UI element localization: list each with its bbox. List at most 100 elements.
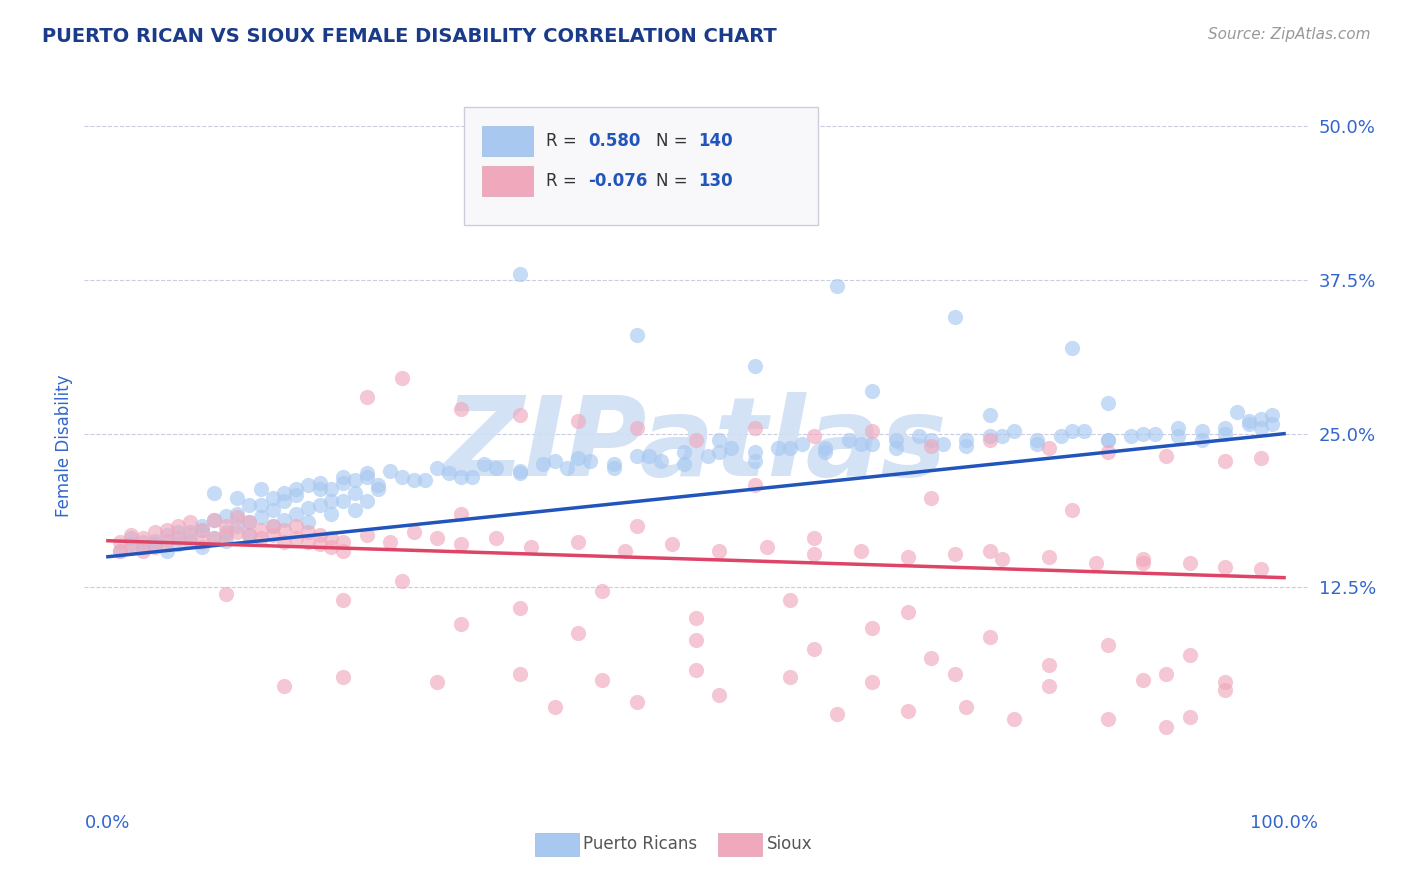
Point [297, 478, 319, 492]
Point [1062, 503, 1084, 517]
Point [1156, 719, 1178, 733]
Point [860, 436, 883, 450]
Point [308, 498, 330, 512]
Point [509, 409, 531, 423]
Point [214, 533, 236, 548]
Point [626, 449, 648, 463]
Point [202, 513, 225, 527]
Point [343, 503, 366, 517]
Point [156, 543, 179, 558]
Point [450, 469, 472, 483]
Point [167, 525, 190, 540]
Point [1156, 666, 1178, 681]
Point [685, 633, 707, 648]
FancyBboxPatch shape [482, 127, 533, 156]
Point [979, 409, 1001, 423]
Point [120, 537, 142, 551]
Point [943, 666, 966, 681]
Point [661, 537, 683, 551]
Point [415, 474, 437, 488]
Point [321, 540, 343, 554]
Text: R =: R = [546, 132, 576, 150]
Text: PUERTO RICAN VS SIOUX FEMALE DISABILITY CORRELATION CHART: PUERTO RICAN VS SIOUX FEMALE DISABILITY … [42, 27, 778, 45]
Point [308, 527, 330, 541]
Text: N =: N = [655, 172, 688, 190]
Point [932, 436, 955, 450]
Point [120, 531, 142, 545]
Point [803, 429, 825, 443]
Point [380, 464, 402, 478]
Point [249, 498, 271, 512]
Point [321, 482, 343, 496]
Point [897, 704, 920, 718]
Point [1073, 424, 1095, 438]
Text: Puerto Ricans: Puerto Ricans [583, 835, 697, 853]
Point [285, 488, 308, 502]
Point [191, 523, 214, 537]
Point [849, 543, 872, 558]
Point [685, 663, 707, 677]
Point [1132, 556, 1154, 570]
Point [779, 592, 801, 607]
Point [955, 433, 977, 447]
Point [1167, 420, 1189, 434]
Point [214, 587, 236, 601]
Point [943, 310, 966, 324]
Point [472, 458, 495, 472]
Point [356, 527, 378, 541]
Point [167, 531, 190, 545]
Point [485, 531, 508, 545]
Point [238, 527, 260, 541]
Point [1213, 559, 1236, 574]
Point [509, 464, 531, 478]
Point [1237, 417, 1260, 431]
Point [332, 543, 354, 558]
Point [744, 454, 766, 468]
Point [673, 445, 696, 459]
Point [132, 540, 155, 554]
Point [321, 507, 343, 521]
Point [167, 519, 190, 533]
Point [332, 535, 354, 549]
Point [262, 527, 284, 541]
Point [991, 552, 1014, 566]
Point [1213, 454, 1236, 468]
Point [1178, 556, 1201, 570]
Point [367, 482, 389, 496]
Point [226, 510, 249, 524]
Point [380, 535, 402, 549]
Point [709, 688, 731, 702]
Point [908, 429, 931, 443]
Point [191, 535, 214, 549]
Point [450, 537, 472, 551]
Point [426, 675, 449, 690]
Point [297, 535, 319, 549]
Point [1097, 638, 1119, 652]
Point [650, 454, 672, 468]
FancyBboxPatch shape [534, 833, 578, 855]
Point [1178, 709, 1201, 723]
Point [1132, 673, 1154, 687]
Point [860, 384, 883, 398]
Point [202, 513, 225, 527]
Point [849, 436, 872, 450]
Point [273, 523, 295, 537]
Text: N =: N = [655, 132, 688, 150]
Y-axis label: Female Disability: Female Disability [55, 375, 73, 517]
Point [285, 531, 308, 545]
Point [262, 503, 284, 517]
Point [860, 675, 883, 690]
Point [920, 491, 942, 505]
Point [1178, 648, 1201, 662]
Point [156, 527, 179, 541]
Point [955, 699, 977, 714]
Point [1156, 449, 1178, 463]
Point [591, 673, 613, 687]
Point [461, 469, 484, 483]
Point [202, 531, 225, 545]
Point [884, 433, 907, 447]
Point [602, 458, 624, 472]
Point [238, 516, 260, 530]
Point [143, 525, 166, 540]
Point [673, 458, 696, 472]
